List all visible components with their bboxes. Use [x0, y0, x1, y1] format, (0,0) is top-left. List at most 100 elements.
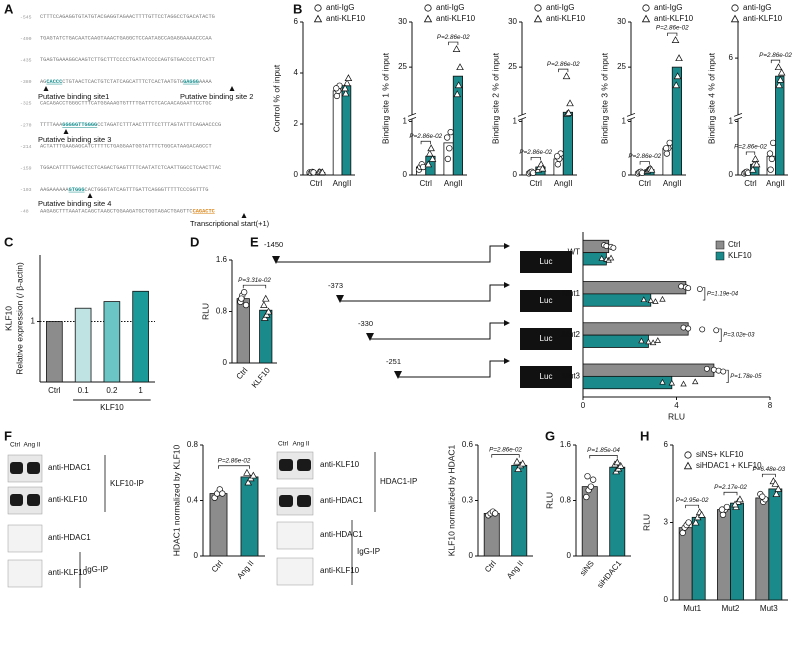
data-point — [219, 490, 226, 497]
sequence-line: AGCACCCCTGTAACTCACTGTCTATCAGCATTTCTCACTA… — [40, 79, 213, 85]
y-tick-label: Mut2 — [562, 330, 580, 339]
panel-label: H — [640, 428, 649, 443]
data-point — [243, 468, 251, 476]
promoter-line — [340, 284, 505, 302]
blot-row-label: anti-KLF10 — [320, 566, 360, 575]
luc-label: Luc — [540, 334, 553, 343]
blot-row-label: anti-KLF10 — [320, 460, 360, 469]
y-tick-label: 0 — [223, 358, 228, 367]
y-axis-label: Binding site 4 % of input — [706, 52, 716, 144]
luc-box — [520, 328, 572, 350]
legend-label: anti-KLF10 — [546, 14, 586, 23]
y-tick-label: 0 — [664, 595, 669, 604]
blot-band — [10, 462, 23, 474]
x-tick-label: AngII — [663, 179, 682, 188]
p-value: P=2.95e-02 — [676, 497, 709, 504]
p-value: P=2.86e-02 — [547, 61, 580, 68]
y-tick-label: 0.3 — [462, 496, 474, 505]
y-tick-label: 0.8 — [187, 440, 199, 449]
y-tick-label: 6 — [729, 53, 734, 62]
data-point — [703, 365, 710, 372]
bar — [74, 307, 92, 383]
data-point — [562, 72, 571, 80]
position-marker — [272, 256, 280, 264]
significance-bracket — [639, 161, 650, 165]
y-tick-label: 0 — [403, 170, 408, 179]
y-tick-label: 0.6 — [462, 440, 474, 449]
promoter-position: -373 — [328, 281, 343, 290]
significance-bracket — [745, 151, 756, 155]
blot-row-label: anti-HDAC1 — [48, 533, 91, 542]
data-point — [249, 471, 258, 479]
data-point — [244, 478, 253, 486]
data-point — [587, 483, 595, 490]
data-point — [333, 85, 340, 92]
lane-label: Ctrl — [278, 441, 289, 448]
promoter-line — [398, 360, 505, 378]
data-point — [692, 378, 699, 385]
data-point — [564, 108, 573, 116]
p-value: P=3.02e-03 — [723, 333, 755, 339]
legend-label: anti-KLF10 — [326, 14, 366, 23]
x-tick-label: Mut1 — [683, 604, 701, 613]
data-point — [452, 45, 461, 52]
y-axis-label: RLU — [641, 514, 651, 531]
axis-break-gap — [409, 114, 415, 119]
significance-bracket — [667, 32, 678, 37]
y-tick-label: 1 — [513, 117, 518, 126]
x-tick-label: Ctrl — [483, 559, 498, 574]
bar — [775, 75, 785, 176]
data-point — [772, 490, 781, 497]
data-point — [513, 457, 521, 465]
group-label: KLF10-IP — [110, 479, 144, 488]
data-point — [666, 139, 673, 147]
panel-label: E — [250, 234, 259, 249]
blot-row-label: anti-HDAC1 — [320, 530, 363, 539]
legend-label: anti-KLF10 — [436, 14, 476, 23]
bar — [582, 293, 652, 307]
significance-bracket — [530, 156, 541, 161]
legend-label: anti-IgG — [743, 3, 771, 12]
data-point — [238, 295, 245, 302]
data-point — [663, 150, 671, 157]
significance-bracket — [702, 287, 706, 301]
sequence-line: CACAGACCTGGGCTTTCATGGAAAGTGTTTTGATTCTCAC… — [40, 101, 212, 107]
significance-bracket — [420, 140, 431, 145]
x-tick-label: Ctrl — [639, 179, 652, 188]
lane-label: Ang II — [293, 441, 310, 448]
x-tick-label: Ctrl — [420, 179, 433, 188]
axis-break — [517, 116, 527, 121]
y-tick-label: 1.6 — [560, 440, 572, 449]
x-axis-label: RLU — [668, 411, 685, 421]
site-label: Putative binding site 4 — [38, 199, 111, 208]
sequence-part: GGGGGTTGGGG — [62, 122, 97, 128]
bar — [755, 497, 770, 601]
data-point — [242, 301, 250, 309]
y-tick-label: 1 — [622, 117, 627, 126]
luc-label: Luc — [540, 372, 553, 381]
sequence-line: TGAGTATCTGACAATCAAGTAAACTGAGGCTCCAATAGCC… — [40, 36, 212, 42]
p-value: P=6.48e-03 — [752, 466, 785, 473]
y-tick-label: 3 — [664, 518, 669, 527]
sequence-part: CAGACTC — [193, 209, 216, 215]
lane-label: Ctrl — [10, 442, 21, 449]
x-tick-label: KLF10 — [250, 365, 272, 389]
data-point — [447, 129, 454, 136]
p-value: P=2.86e-02 — [759, 52, 792, 59]
y-tick-label: Mut1 — [562, 289, 580, 298]
axis-break-gap — [735, 114, 741, 119]
sequence-part: TTTTAAA — [40, 122, 63, 128]
panel-label: G — [545, 428, 555, 443]
blot-frame — [7, 559, 43, 588]
data-point — [767, 166, 774, 173]
bar — [452, 75, 464, 176]
data-point — [456, 63, 464, 71]
promoter-position: -330 — [358, 319, 373, 328]
data-point — [492, 510, 499, 517]
sequence-part: AAGAGCTTTAAATACAGCTAAGCTGGAAGATGCTGGTAGA… — [40, 209, 193, 215]
data-point — [241, 289, 248, 296]
bar — [562, 111, 574, 176]
blot-band — [27, 462, 40, 474]
data-point — [680, 380, 687, 387]
bar — [511, 464, 528, 557]
